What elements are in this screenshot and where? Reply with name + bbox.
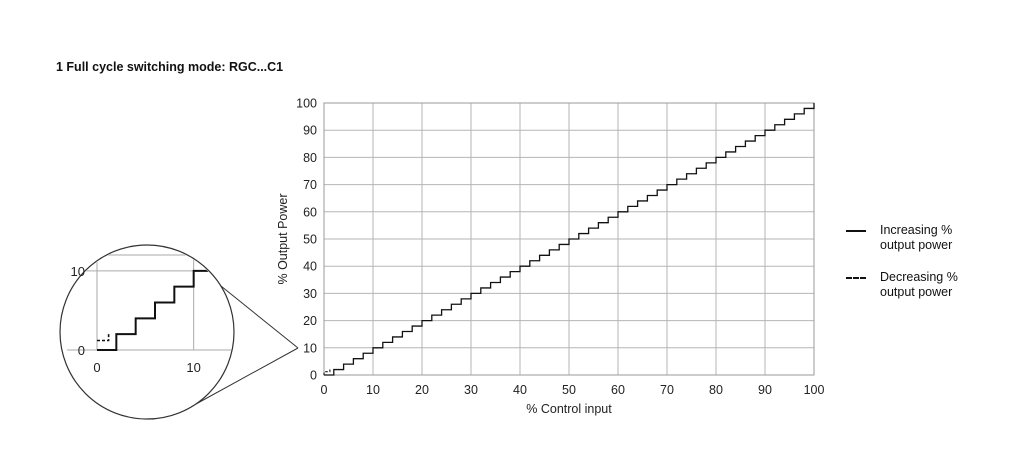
- legend-label-increasing-line1: Increasing %: [880, 223, 953, 237]
- y-tick-label: 80: [303, 151, 317, 165]
- legend-label-decreasing-line2: output power: [880, 285, 953, 299]
- y-axis-ticks: 0 10 20 30 40 50 60 70 80 90 100: [296, 97, 317, 383]
- legend-label-increasing-line2: output power: [880, 238, 953, 252]
- series-decreasing-line: [323, 369, 331, 375]
- inset-connector-upper: [215, 281, 299, 349]
- legend-swatch-solid: [846, 230, 866, 232]
- inset-circle: [59, 244, 235, 420]
- y-tick-label: 40: [303, 260, 317, 274]
- inset-y-tick-label: 0: [78, 343, 85, 358]
- x-tick-label: 30: [464, 383, 478, 397]
- zoom-inset: 0 10 0 10: [59, 244, 299, 420]
- inset-y-tick-label: 10: [71, 264, 85, 279]
- x-axis-label: % Control input: [526, 402, 612, 416]
- inset-series-decreasing: [97, 334, 110, 342]
- inset-x-tick-label: 0: [93, 360, 100, 375]
- y-tick-label: 20: [303, 314, 317, 328]
- y-axis-label: % Output Power: [276, 193, 290, 284]
- y-tick-label: 90: [303, 124, 317, 138]
- x-tick-label: 20: [415, 383, 429, 397]
- x-tick-label: 10: [366, 383, 380, 397]
- x-tick-label: 0: [321, 383, 328, 397]
- y-tick-label: 70: [303, 178, 317, 192]
- series-layer: [323, 103, 815, 376]
- y-tick-label: 100: [296, 97, 317, 111]
- x-tick-label: 40: [513, 383, 527, 397]
- series-increasing-line: [324, 103, 815, 376]
- x-tick-label: 60: [611, 383, 625, 397]
- chart-title: 1 Full cycle switching mode: RGC...C1: [56, 60, 284, 74]
- y-tick-label: 50: [303, 233, 317, 247]
- x-tick-label: 50: [562, 383, 576, 397]
- y-tick-label: 30: [303, 287, 317, 301]
- y-tick-label: 10: [303, 341, 317, 355]
- x-axis-ticks: 0 10 20 30 40 50 60 70 80 90 100: [321, 383, 825, 397]
- inset-x-tick-label: 10: [186, 360, 200, 375]
- y-tick-label: 60: [303, 205, 317, 219]
- x-tick-label: 90: [758, 383, 772, 397]
- x-tick-label: 70: [660, 383, 674, 397]
- legend-label-decreasing-line1: Decreasing %: [880, 270, 958, 284]
- inset-series-increasing: [97, 255, 214, 351]
- plot-frame: [323, 102, 815, 376]
- legend-swatch-dashed: [846, 277, 866, 279]
- x-tick-label: 100: [804, 383, 825, 397]
- y-tick-label: 0: [310, 369, 317, 383]
- inset-connector-lower: [195, 347, 299, 405]
- x-tick-label: 80: [709, 383, 723, 397]
